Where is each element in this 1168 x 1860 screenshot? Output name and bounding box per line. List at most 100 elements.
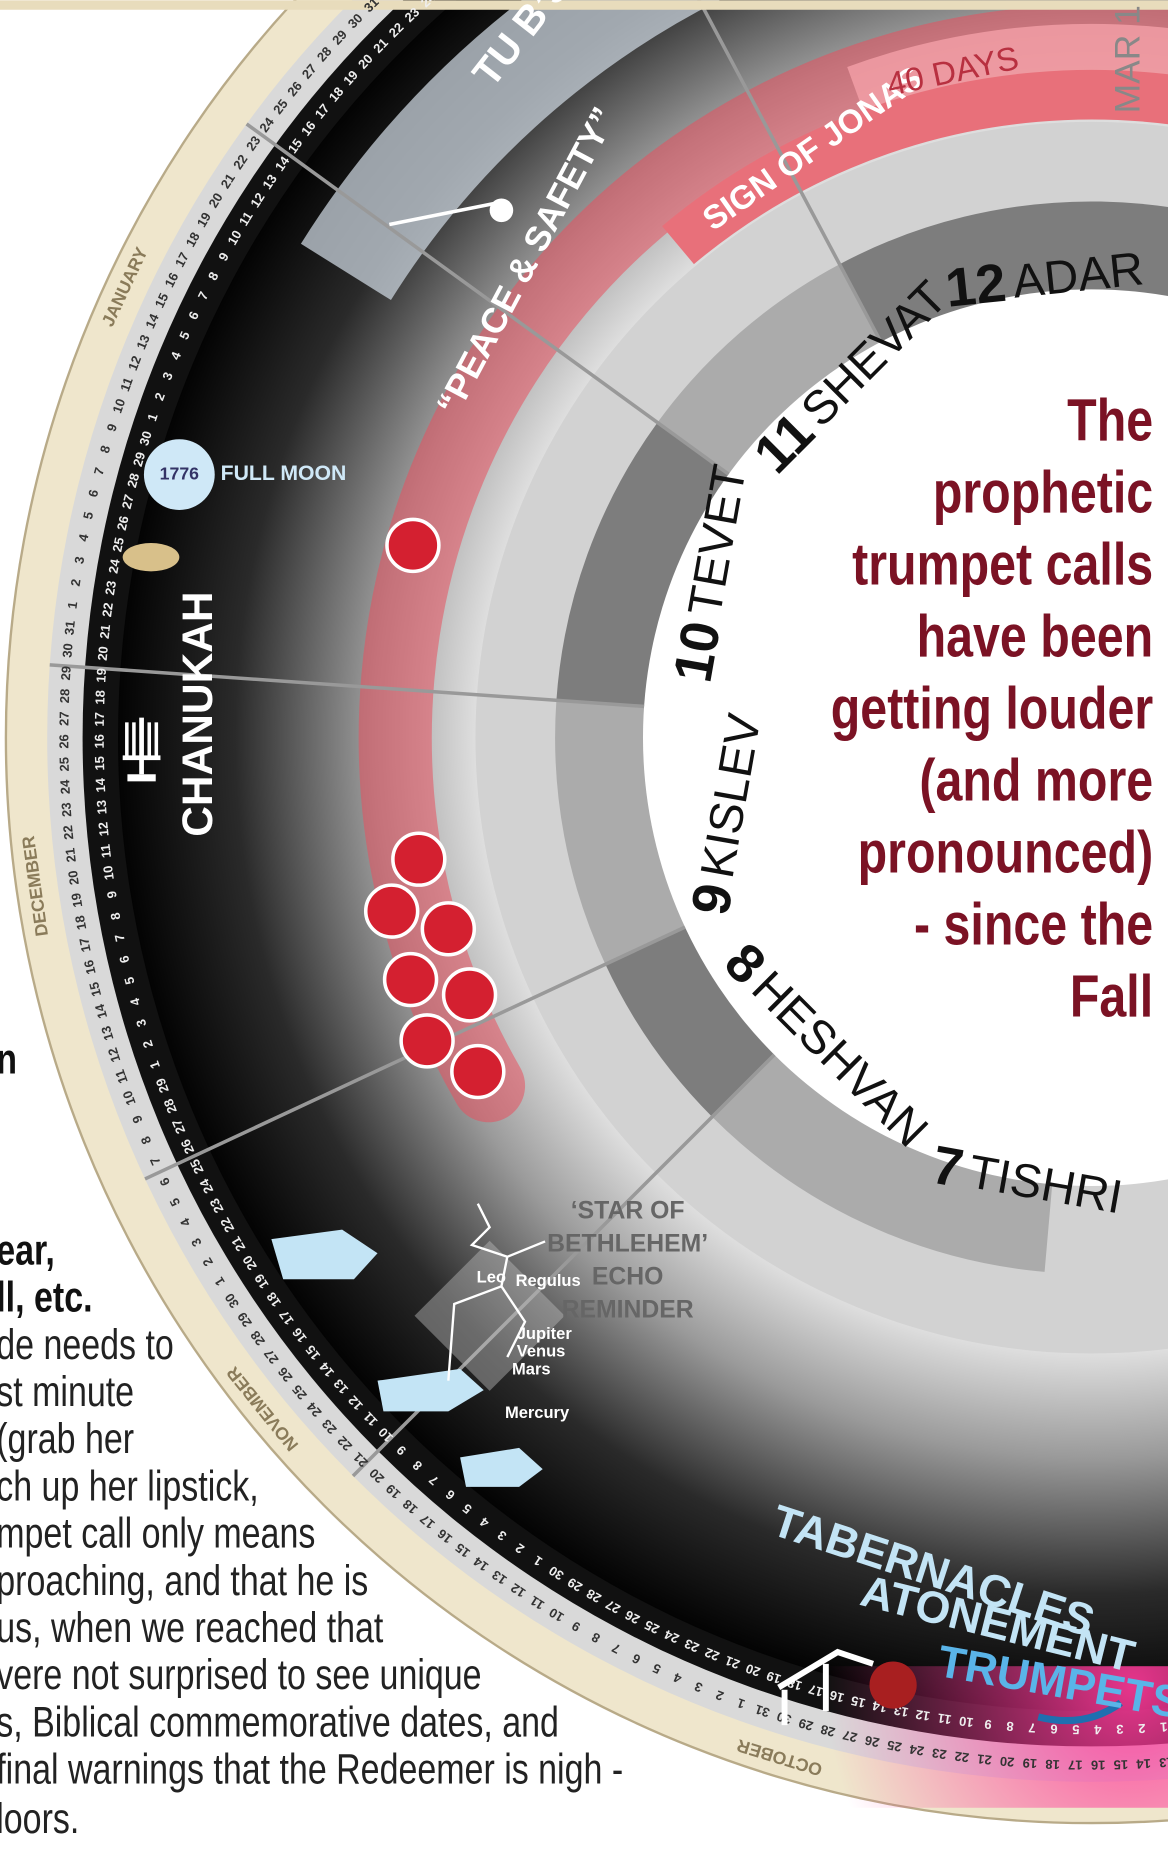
day-number: 4	[1093, 1722, 1101, 1737]
planet-name: Mars	[512, 1360, 551, 1378]
day-number: 25	[109, 536, 127, 553]
body-line: loors.	[0, 1796, 79, 1843]
day-number: 29	[58, 666, 74, 681]
day-number: 9	[984, 1717, 993, 1733]
day-number: 20	[999, 1754, 1015, 1770]
body-line: final warnings that the Redeemer is nigh…	[0, 1746, 623, 1793]
title-line: pronounced)	[858, 820, 1154, 886]
day-number: 21	[976, 1751, 992, 1767]
day-number: 13	[1159, 1754, 1168, 1770]
day-number: 12	[95, 821, 111, 837]
day-number: 27	[56, 711, 71, 726]
title-line: prophetic	[933, 460, 1153, 526]
day-number: 21	[97, 624, 113, 640]
star-name: Leo	[477, 1268, 506, 1286]
full-moon: FULL MOON	[221, 462, 347, 485]
comet-head	[490, 199, 514, 223]
day-number: 17	[1068, 1757, 1083, 1772]
day-number: 20	[65, 870, 82, 886]
title-line: Fall	[1070, 964, 1153, 1030]
day-number: 17	[92, 712, 107, 727]
day-number: 24	[908, 1742, 926, 1759]
day-number: 23	[58, 802, 74, 817]
page: {"title_lines":["The","prophetic","trump…	[0, 0, 1168, 1860]
seal-icon	[385, 954, 437, 1006]
chanukah: CHANUKAH	[174, 591, 221, 836]
body-line: ch up her lipstick,	[0, 1463, 259, 1510]
planet-name: Jupiter	[517, 1325, 573, 1343]
day-number: 18	[72, 914, 89, 931]
seal-icon	[393, 833, 445, 885]
day-number: 15	[92, 756, 107, 771]
star-label-line: ECHO	[592, 1264, 664, 1291]
title-line: getting louder	[831, 676, 1153, 742]
day-number: 23	[931, 1745, 947, 1762]
body-line: ear,	[0, 1227, 55, 1274]
day-number: 17	[76, 936, 94, 953]
body-line: (grab her	[0, 1416, 134, 1463]
star-label-line: REMINDER	[562, 1297, 694, 1324]
day-number: 26	[56, 734, 71, 748]
day-number: 24	[105, 557, 122, 575]
day-number: 8	[1006, 1719, 1014, 1735]
seal-icon	[422, 903, 474, 955]
body-line: n	[0, 1036, 17, 1083]
planet-name: Venus	[517, 1343, 566, 1361]
title-line: The	[1067, 388, 1153, 454]
day-number: 11	[937, 1710, 953, 1727]
day-number: 20	[95, 646, 111, 662]
day-number: 10	[100, 865, 117, 881]
day-number: 22	[60, 825, 76, 841]
day-number: 16	[92, 734, 107, 748]
day-number: 11	[97, 843, 113, 858]
body-line: st minute	[0, 1369, 134, 1416]
sundial-icon	[123, 543, 180, 571]
day-number: 14	[1135, 1756, 1151, 1772]
star-label-line: ‘STAR OF	[571, 1198, 685, 1225]
month-segment	[599, 703, 645, 945]
day-number: 25	[886, 1737, 903, 1754]
star-name: Regulus	[516, 1272, 581, 1290]
day-number: 7	[1028, 1720, 1036, 1735]
title-line: - since the	[914, 892, 1153, 958]
day-number: 6	[1050, 1721, 1058, 1736]
day-number: 18	[92, 690, 108, 705]
body-line: ll, etc.	[0, 1274, 93, 1321]
day-number: 22	[954, 1749, 970, 1766]
day-number: 19	[68, 892, 85, 909]
seal-icon	[444, 969, 496, 1021]
day-number: 23	[102, 580, 119, 597]
day-number: 3	[1116, 1722, 1124, 1737]
full-moon-year: 1776	[160, 463, 200, 483]
day-number: 30	[59, 643, 75, 659]
day-number: 25	[56, 757, 71, 772]
body-line: vere not surprised to see unique	[0, 1652, 482, 1699]
month-number: 10	[662, 617, 733, 687]
seal-icon	[387, 519, 439, 571]
day-number: 21	[62, 847, 79, 863]
day-number: 19	[93, 668, 109, 683]
day-number: 12	[914, 1707, 931, 1724]
planet-name: Mercury	[505, 1404, 570, 1422]
day-number: 10	[958, 1714, 974, 1731]
day-number: 19	[1022, 1755, 1037, 1771]
body-line: us, when we reached that	[0, 1604, 384, 1651]
day-number: 16	[1091, 1758, 1106, 1773]
day-number: 5	[1072, 1722, 1079, 1737]
day-number: 14	[92, 777, 108, 793]
seal-icon	[452, 1046, 504, 1098]
day-number: 28	[57, 688, 73, 703]
day-number: 13	[94, 800, 110, 815]
day-number: 24	[57, 779, 73, 795]
day-number: 18	[1045, 1757, 1060, 1773]
infographic: 1011121314151617181920212223242526272829…	[0, 0, 1168, 1860]
star-label-line: BETHLEHEM’	[547, 1231, 708, 1258]
title-line: have been	[917, 604, 1154, 670]
body-line: mpet call only means	[0, 1510, 315, 1557]
day-number: 31	[61, 620, 77, 636]
body-line: s, Biblical commemorative dates, and	[0, 1699, 559, 1746]
seal-icon	[401, 1015, 453, 1067]
day-number: 2	[1138, 1721, 1146, 1736]
blood-moon-icon	[870, 1661, 917, 1708]
body-line: de needs to	[0, 1321, 174, 1368]
